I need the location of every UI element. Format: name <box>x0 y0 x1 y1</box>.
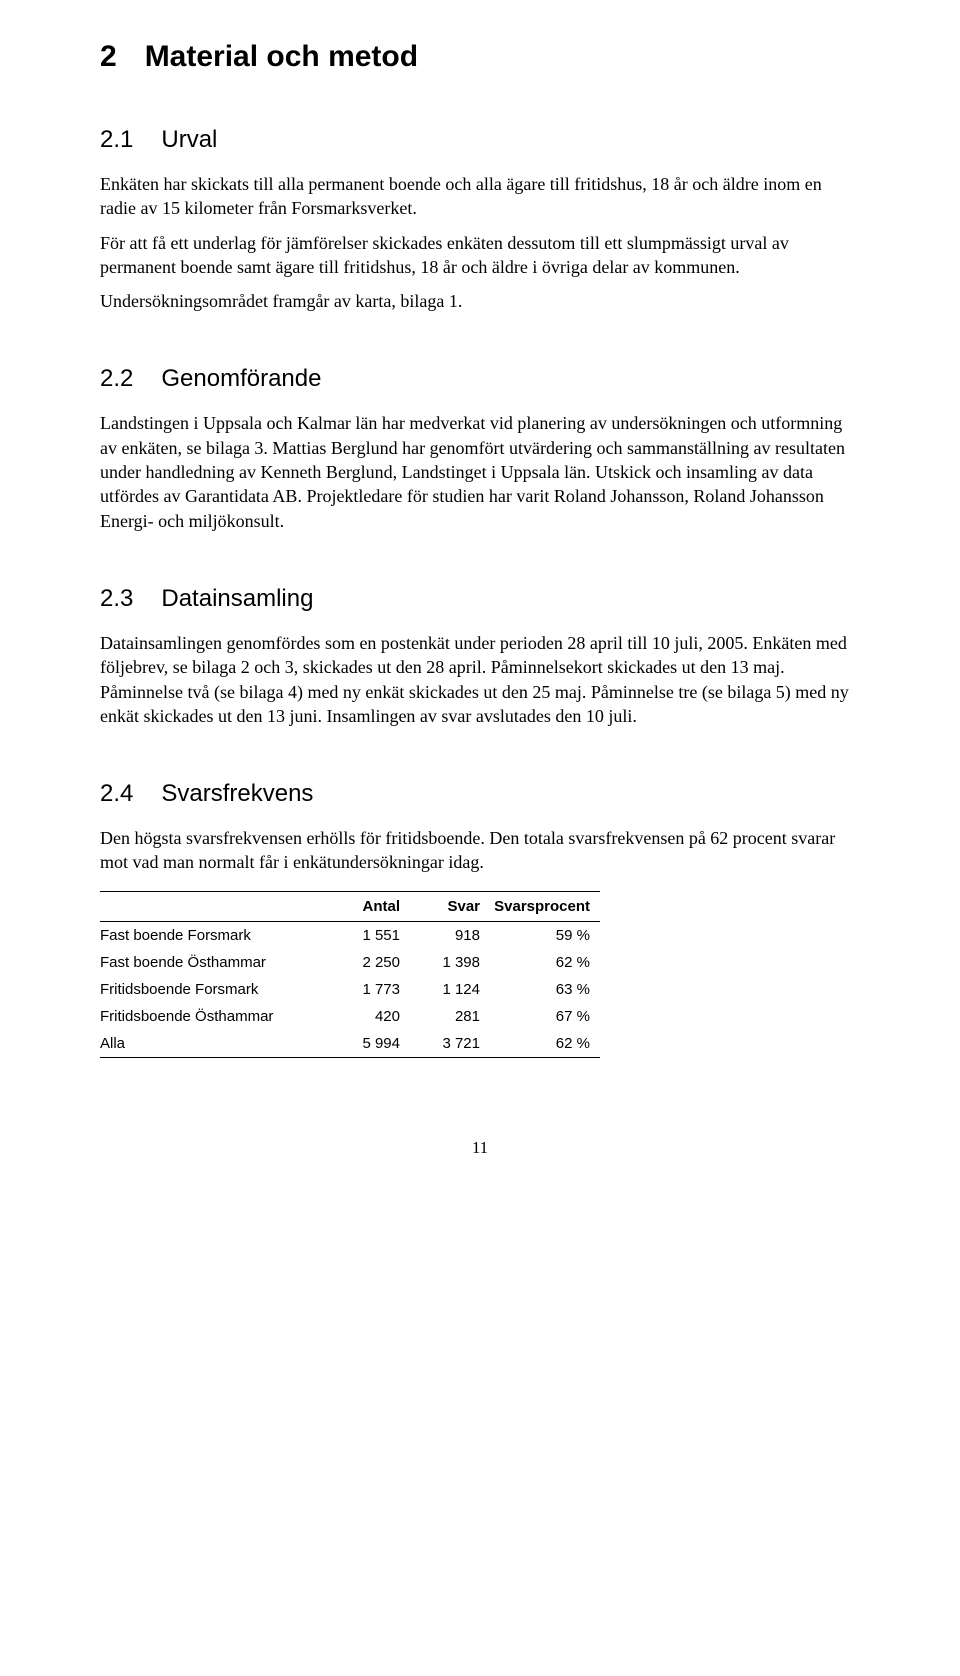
table-cell: 5 994 <box>330 1030 410 1058</box>
paragraph: Datainsamlingen genomfördes som en poste… <box>100 631 860 728</box>
table-cell: 1 551 <box>330 921 410 949</box>
table-cell: 281 <box>410 1003 490 1030</box>
paragraph: Enkäten har skickats till alla permanent… <box>100 172 860 221</box>
subsection-2-2: 2.2 Genomförande <box>100 365 860 393</box>
table-row: Fritidsboende Forsmark 1 773 1 124 63 % <box>100 976 600 1003</box>
table-cell: Fritidsboende Östhammar <box>100 1003 330 1030</box>
table-row: Fast boende Forsmark 1 551 918 59 % <box>100 921 600 949</box>
subsection-number: 2.3 <box>100 585 133 613</box>
table-cell: 2 250 <box>330 949 410 976</box>
table-cell: Alla <box>100 1030 330 1058</box>
subsection-title: Svarsfrekvens <box>161 780 313 808</box>
table-cell: 420 <box>330 1003 410 1030</box>
subsection-2-1: 2.1 Urval <box>100 126 860 154</box>
table-header: Svarsprocent <box>490 891 600 921</box>
section-heading: 2 Material och metod <box>100 40 860 74</box>
subsection-number: 2.1 <box>100 126 133 154</box>
paragraph: Den högsta svarsfrekvensen erhölls för f… <box>100 826 860 875</box>
table-cell: 63 % <box>490 976 600 1003</box>
section-number: 2 <box>100 40 117 74</box>
paragraph: Landstingen i Uppsala och Kalmar län har… <box>100 411 860 532</box>
subsection-2-3: 2.3 Datainsamling <box>100 585 860 613</box>
section-title: Material och metod <box>145 40 418 74</box>
subsection-2-4: 2.4 Svarsfrekvens <box>100 780 860 808</box>
table-cell: 67 % <box>490 1003 600 1030</box>
table-cell: 59 % <box>490 921 600 949</box>
subsection-title: Genomförande <box>161 365 321 393</box>
page-number: 11 <box>100 1138 860 1158</box>
table-header: Antal <box>330 891 410 921</box>
table-cell: Fritidsboende Forsmark <box>100 976 330 1003</box>
table-header: Svar <box>410 891 490 921</box>
table-cell: 62 % <box>490 1030 600 1058</box>
table-cell: Fast boende Östhammar <box>100 949 330 976</box>
table-cell: 918 <box>410 921 490 949</box>
table-row: Alla 5 994 3 721 62 % <box>100 1030 600 1058</box>
table-cell: 1 773 <box>330 976 410 1003</box>
paragraph: Undersökningsområdet framgår av karta, b… <box>100 289 860 313</box>
table-row: Fritidsboende Östhammar 420 281 67 % <box>100 1003 600 1030</box>
table-cell: 1 124 <box>410 976 490 1003</box>
subsection-number: 2.2 <box>100 365 133 393</box>
table-cell: Fast boende Forsmark <box>100 921 330 949</box>
table-header-row: Antal Svar Svarsprocent <box>100 891 600 921</box>
response-rate-table: Antal Svar Svarsprocent Fast boende Fors… <box>100 891 600 1058</box>
table-cell: 3 721 <box>410 1030 490 1058</box>
subsection-title: Datainsamling <box>161 585 313 613</box>
table-row: Fast boende Östhammar 2 250 1 398 62 % <box>100 949 600 976</box>
subsection-number: 2.4 <box>100 780 133 808</box>
subsection-title: Urval <box>161 126 217 154</box>
table-header <box>100 891 330 921</box>
paragraph: För att få ett underlag för jämförelser … <box>100 231 860 280</box>
table-cell: 62 % <box>490 949 600 976</box>
table-cell: 1 398 <box>410 949 490 976</box>
